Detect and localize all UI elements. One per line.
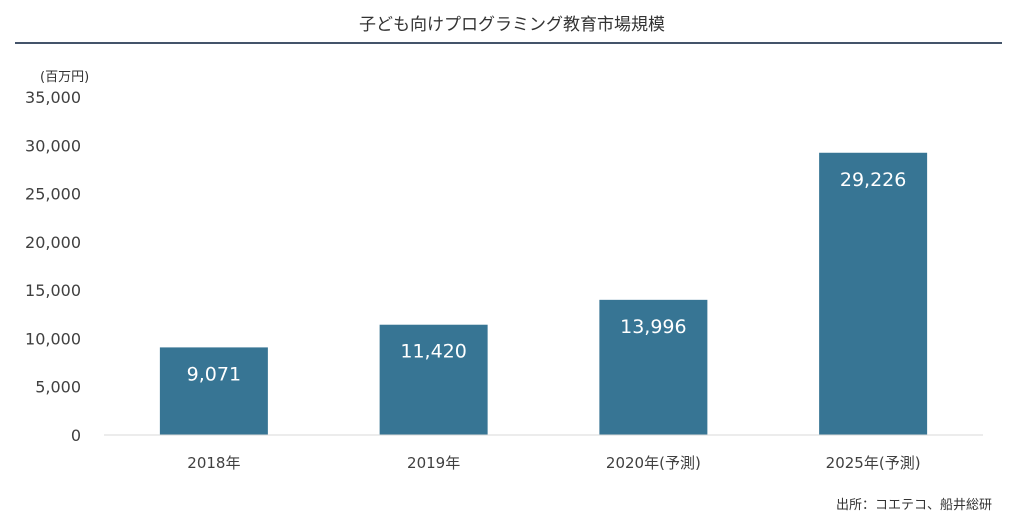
y-tick-label: 0 (71, 426, 81, 445)
y-axis-ticks: 0 5,000 10,000 15,000 20,000 25,000 30,000 35,0… (25, 88, 81, 445)
y-tick-label: 15,000 (25, 281, 81, 300)
x-category-label: 2020年(予測) (606, 454, 701, 472)
bar-value-label: 13,996 (620, 316, 686, 338)
bar-value-label: 29,226 (840, 169, 906, 191)
chart-title: 子ども向けプログラミング教育市場規模 (359, 15, 665, 35)
y-tick-label: 35,000 (25, 88, 81, 107)
y-tick-label: 5,000 (35, 378, 81, 397)
bars: 9,071 11,420 13,996 29,226 (159, 152, 928, 435)
y-tick-label: 25,000 (25, 185, 81, 204)
y-tick-label: 20,000 (25, 233, 81, 252)
x-category-label: 2025年(予測) (826, 454, 921, 472)
bar-value-label: 9,071 (187, 363, 241, 385)
x-axis-categories: 2018年 2019年 2020年(予測) 2025年(予測) (187, 454, 920, 472)
x-category-label: 2019年 (407, 454, 460, 472)
bar (599, 299, 708, 435)
bar (819, 152, 928, 435)
bar (379, 324, 488, 435)
y-axis-unit-label: (百万円) (40, 70, 90, 85)
y-tick-label: 30,000 (25, 136, 81, 155)
title-divider (15, 42, 1002, 44)
bar-value-label: 11,420 (400, 341, 466, 363)
source-note: 出所：コエテコ、船井総研 (835, 498, 992, 513)
bar (159, 347, 268, 435)
x-category-label: 2018年 (187, 454, 240, 472)
y-tick-label: 10,000 (25, 329, 81, 348)
